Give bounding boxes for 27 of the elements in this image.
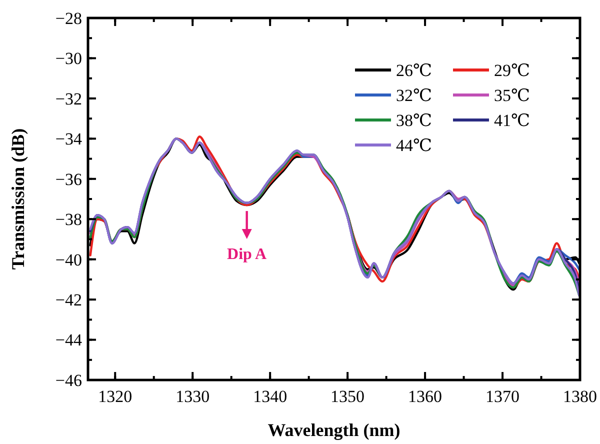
x-tick-label: 1340 [253,387,288,406]
y-tick-label: −40 [55,250,82,270]
annotation: Dip A [227,246,268,264]
y-tick-label: −46 [55,370,82,390]
x-tick-label: 1330 [176,387,210,406]
y-tick-label: −30 [55,49,82,68]
y-tick-label: −44 [55,330,82,350]
legend-label: 35℃ [494,86,530,105]
x-tick-label: 1320 [98,387,132,406]
legend-label: 32℃ [396,86,432,105]
y-tick-label: −38 [55,210,82,230]
x-tick-label: 1350 [330,387,365,406]
legend-label: 44℃ [396,136,432,155]
x-tick-label: 1370 [486,387,520,406]
x-tick-label: 1360 [408,387,442,406]
legend-label: 41℃ [494,110,530,130]
y-axis-title: Transmission (dB) [8,128,28,270]
y-tick-label: −36 [55,170,82,189]
legend-label: 26℃ [396,60,432,80]
y-tick-label: −28 [55,8,82,28]
y-tick-label: −32 [55,89,82,108]
y-tick-label: −34 [55,130,82,149]
legend-label: 38℃ [396,110,432,130]
x-tick-label: 1380 [563,387,597,406]
x-axis-title: Wavelength (nm) [268,420,400,440]
legend-label: 29℃ [494,60,530,80]
y-tick-label: −42 [55,290,82,310]
